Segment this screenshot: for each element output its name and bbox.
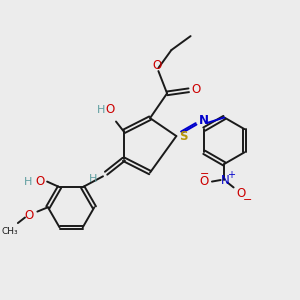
Text: −: −	[200, 169, 209, 179]
Text: O: O	[35, 175, 44, 188]
Text: H: H	[24, 177, 33, 187]
Text: CH₃: CH₃	[2, 227, 19, 236]
Text: S: S	[179, 130, 188, 143]
Text: O: O	[236, 187, 245, 200]
Text: −: −	[243, 195, 253, 205]
Text: +: +	[227, 170, 235, 180]
Text: O: O	[25, 209, 34, 222]
Text: N: N	[199, 114, 209, 127]
Text: O: O	[106, 103, 115, 116]
Text: H: H	[97, 105, 105, 115]
Text: H: H	[88, 174, 97, 184]
Text: O: O	[152, 59, 161, 72]
Text: O: O	[191, 83, 200, 96]
Text: O: O	[200, 175, 209, 188]
Text: N: N	[220, 174, 229, 187]
